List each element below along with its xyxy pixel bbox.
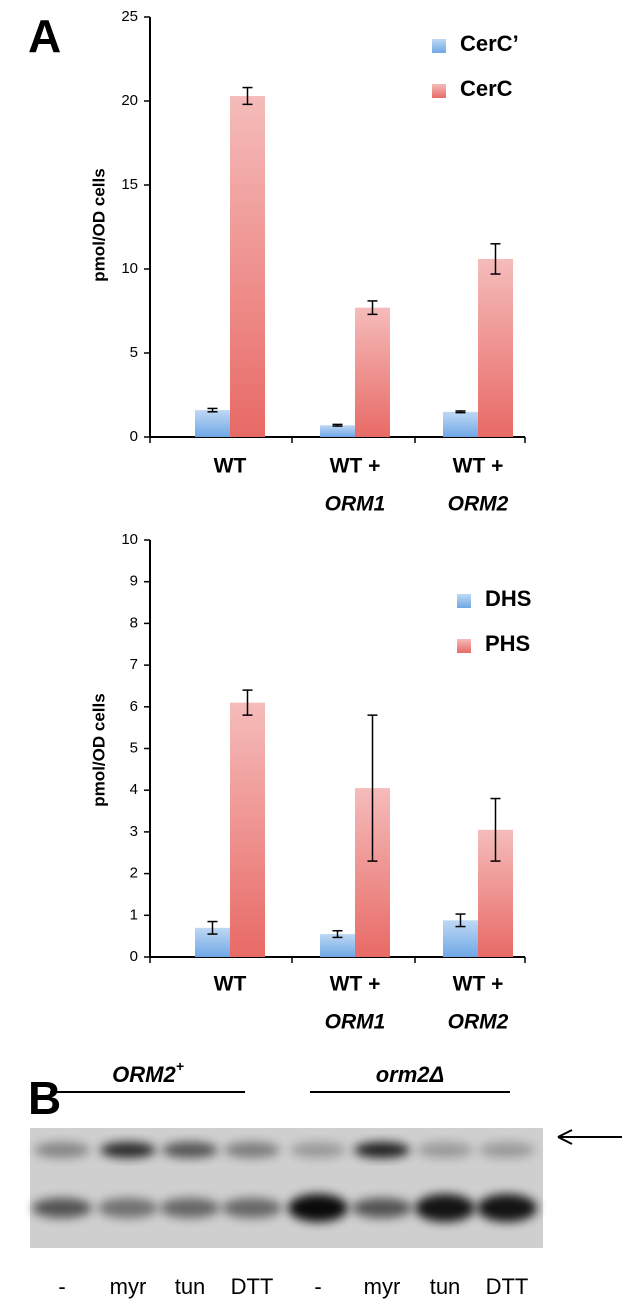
error-bar xyxy=(490,797,501,862)
bar xyxy=(355,307,390,437)
lane-label: - xyxy=(314,1274,321,1299)
y-tick-label: 0 xyxy=(130,948,138,965)
error-bar xyxy=(490,243,501,275)
band xyxy=(417,1142,473,1158)
group-superscript: + xyxy=(176,1058,184,1074)
legend-swatch xyxy=(432,39,446,53)
y-tick-label: 20 xyxy=(121,92,138,109)
x-tick-label: ORM2 xyxy=(448,493,509,516)
x-tick-label: WT xyxy=(214,973,247,996)
legend-swatch xyxy=(457,639,471,653)
bar xyxy=(443,411,478,437)
lane-label: myr xyxy=(110,1274,147,1299)
group-name: ORM2 xyxy=(112,1062,176,1087)
y-tick-label: 8 xyxy=(130,614,138,631)
lane-label: tun xyxy=(430,1274,461,1299)
error-bar xyxy=(367,714,378,862)
bar xyxy=(320,934,355,957)
x-tick-label: ORM1 xyxy=(325,1011,386,1034)
lane-label: tun xyxy=(175,1274,206,1299)
lane-label: - xyxy=(58,1274,65,1299)
y-tick-label: 3 xyxy=(130,823,138,840)
bar xyxy=(320,425,355,437)
x-tick-label: WT + xyxy=(453,455,504,478)
y-tick-label: 9 xyxy=(130,573,138,590)
band xyxy=(100,1142,156,1158)
y-tick-label: 4 xyxy=(130,781,138,798)
band xyxy=(477,1194,537,1222)
band xyxy=(222,1198,282,1218)
x-tick-label: ORM1 xyxy=(325,493,386,516)
bar xyxy=(230,702,265,957)
arrow-head xyxy=(557,1129,573,1145)
band xyxy=(290,1142,346,1158)
bar xyxy=(195,410,230,437)
error-bar xyxy=(207,407,218,413)
x-tick-label: WT + xyxy=(330,455,381,478)
error-bar xyxy=(332,929,343,939)
group-label: ORM2+ xyxy=(112,1058,184,1087)
band xyxy=(479,1142,535,1158)
band xyxy=(162,1142,218,1158)
error-bar xyxy=(367,300,378,316)
x-tick-label: WT xyxy=(214,455,247,478)
legend-swatch xyxy=(432,84,446,98)
lane-label: DTT xyxy=(486,1274,529,1299)
y-tick-label: 7 xyxy=(130,656,138,673)
error-bar xyxy=(242,689,253,716)
panel-label: A xyxy=(28,10,61,62)
band xyxy=(288,1194,348,1222)
legend-label: DHS xyxy=(485,586,531,611)
y-tick-label: 5 xyxy=(130,344,138,361)
y-tick-label: 6 xyxy=(130,698,138,715)
error-bar xyxy=(332,423,343,427)
x-tick-label: WT + xyxy=(330,973,381,996)
error-bar xyxy=(242,86,253,106)
legend-label: CerC’ xyxy=(460,31,519,56)
legend-label: CerC xyxy=(460,76,513,101)
band xyxy=(354,1142,410,1158)
band xyxy=(352,1198,412,1218)
lane-label: myr xyxy=(364,1274,401,1299)
y-tick-label: 1 xyxy=(130,906,138,923)
x-tick-label: WT + xyxy=(453,973,504,996)
bar xyxy=(478,258,513,437)
y-tick-label: 10 xyxy=(121,531,138,548)
band xyxy=(32,1198,92,1218)
lane-label: DTT xyxy=(231,1274,274,1299)
group-name: orm2Δ xyxy=(376,1062,445,1087)
y-tick-label: 5 xyxy=(130,739,138,756)
error-bar xyxy=(455,410,466,414)
y-tick-label: 0 xyxy=(130,428,138,445)
x-tick-label: ORM2 xyxy=(448,1011,509,1034)
y-tick-label: 10 xyxy=(121,260,138,277)
error-bar xyxy=(455,913,466,928)
band xyxy=(224,1142,280,1158)
panel-label: B xyxy=(28,1072,61,1124)
band xyxy=(98,1198,158,1218)
band xyxy=(34,1142,90,1158)
legend-swatch xyxy=(457,594,471,608)
bar xyxy=(230,95,265,438)
error-bar xyxy=(207,920,218,935)
legend-label: PHS xyxy=(485,631,530,656)
band xyxy=(160,1198,220,1218)
y-tick-label: 25 xyxy=(121,8,138,25)
y-axis-label: pmol/OD cells xyxy=(89,168,108,281)
y-tick-label: 15 xyxy=(121,176,138,193)
group-label: orm2Δ xyxy=(376,1062,445,1087)
band xyxy=(415,1194,475,1222)
y-tick-label: 2 xyxy=(130,865,138,882)
y-axis-label: pmol/OD cells xyxy=(89,693,108,806)
